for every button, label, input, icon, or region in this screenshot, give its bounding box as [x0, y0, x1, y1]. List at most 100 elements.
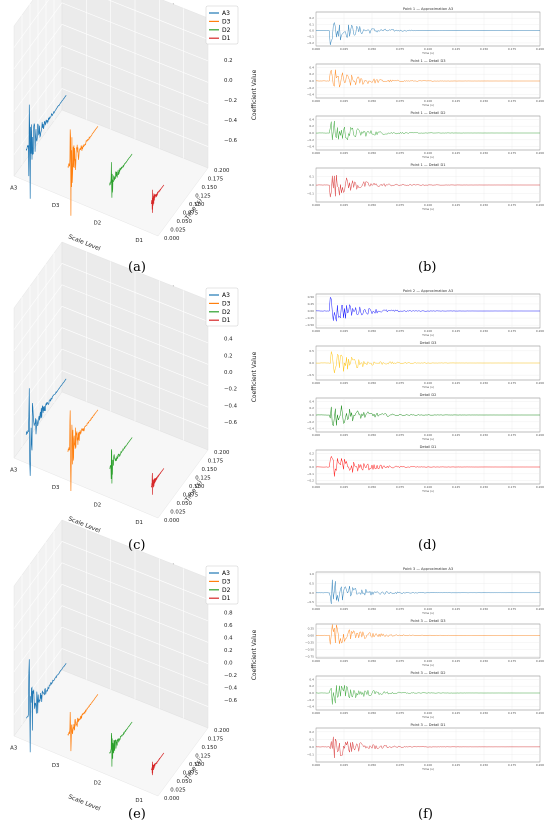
panel-label: (c): [128, 538, 145, 553]
z-tick-label: −0.4: [224, 686, 238, 692]
x-tick-label: 0.050: [368, 329, 376, 333]
time-tick-label: 0.200: [214, 728, 230, 734]
subplot-3: Point 3 — Detail D2 0.4 0.2 0.0 −0.2 −0.4 0.00…: [307, 671, 544, 719]
grid-line: [13, 284, 63, 352]
legend-box: [205, 5, 239, 45]
z-tick-label: 0.0: [224, 661, 233, 667]
x-tick-label: 0.175: [508, 329, 516, 333]
subplot-2: Point 3 — Detail D3 0.25 0.00 −0.25 −0.50 −0.…: [305, 619, 544, 667]
series-line-D1: [151, 184, 165, 213]
z-axis-label: Coefficient Value: [251, 351, 258, 402]
subplot-title: Point 1 — Approximation A3: [403, 7, 453, 11]
z-tick-label: 0.0: [224, 78, 233, 84]
x-tick-label: 0.000: [312, 711, 320, 715]
x-axis-label: Time (s): [421, 611, 434, 615]
x-tick-label: 0.075: [396, 381, 404, 385]
y-tick-label: −0.50: [305, 648, 314, 652]
scale-tick-label: D2: [94, 221, 102, 227]
x-tick-label: 0.050: [368, 47, 376, 51]
subplot-4: Detail D1 0.2 0.1 0.0 −0.1 −0.2 0.000 0.025 0.05…: [307, 445, 544, 493]
y-tick-label: 0.00: [308, 309, 315, 313]
dwt-3d-panel-3: Point 3 — DWT 3D (Time vs Scale)A3D3D2D1…: [10, 519, 258, 813]
x-tick-label: 0.050: [368, 711, 376, 715]
signal-line-yellowD3: [315, 351, 540, 374]
legend-label-D3: D3: [222, 578, 231, 585]
y-tick-label: −0.2: [307, 479, 314, 483]
x-tick-label: 0.050: [368, 485, 376, 489]
y-tick-label: −0.2: [307, 41, 314, 45]
y-tick-label: 0.0: [309, 131, 314, 135]
y-tick-label: −0.50: [305, 323, 314, 327]
subplot-title: Point 3 — Detail D1: [410, 723, 445, 727]
time-tick-label: 0.175: [208, 737, 223, 743]
x-tick-label: 0.000: [312, 203, 320, 207]
signal-line-A3: [315, 21, 540, 46]
grid-line: [13, 584, 63, 651]
series-line-D3: [67, 126, 99, 216]
x-tick-label: 0.050: [368, 659, 376, 663]
y-tick-label: 0.4: [309, 677, 314, 681]
dwt-2d-panel-1: Point 1 — Approximation A3 0.2 0.1 0.0 −0.1 −…: [307, 7, 544, 211]
x-tick-label: 0.175: [508, 607, 516, 611]
time-tick-label: 0.175: [208, 177, 223, 183]
x-tick-label: 0.150: [480, 607, 488, 611]
y-tick-label: 1.0: [309, 572, 314, 576]
subplot-1: Point 3 — Approximation A3 1.0 0.5 0.0 −0.5 0…: [307, 567, 544, 615]
y-tick-label: 0.0: [309, 465, 314, 469]
x-tick-label: 0.175: [508, 659, 516, 663]
legend-label-D1: D1: [222, 317, 231, 324]
y-tick-label: −0.4: [307, 145, 314, 149]
signal-line-blueA3: [315, 296, 540, 322]
grid-line: [13, 626, 63, 694]
grid-line: [61, 306, 209, 365]
x-tick-label: 0.075: [396, 99, 404, 103]
x-tick-label: 0.100: [424, 659, 432, 663]
y-tick-label: 0.5: [309, 349, 314, 353]
x-tick-label: 0.000: [312, 607, 320, 611]
y-tick-label: 0.2: [309, 451, 314, 455]
subplot-3: Point 1 — Detail D2 0.4 0.2 0.0 −0.2 −0.4 0.00…: [307, 111, 544, 159]
x-tick-label: 0.050: [368, 607, 376, 611]
time-tick-label: 0.100: [189, 202, 205, 208]
scale-tick-label: A3: [10, 468, 17, 474]
legend-label-D2: D2: [222, 27, 231, 34]
x-tick-label: 0.200: [536, 329, 544, 333]
series-line-D2: [109, 721, 133, 767]
y-tick-label: −0.4: [307, 705, 314, 709]
grid-line: [61, 327, 209, 386]
panel-label: (b): [418, 260, 436, 275]
legend-label-A3: A3: [222, 10, 230, 17]
x-tick-label: 0.150: [480, 485, 488, 489]
z-tick-label: 0.2: [224, 648, 233, 654]
signal-line-A3: [315, 579, 540, 604]
subplot-title: Point 2 — Approximation A3: [403, 289, 453, 293]
x-tick-label: 0.075: [396, 47, 404, 51]
time-tick-label: 0.200: [214, 168, 230, 174]
y-tick-label: 0.50: [308, 295, 315, 299]
scale-tick-label: D2: [94, 781, 102, 787]
x-tick-label: 0.175: [508, 711, 516, 715]
grid-line: [13, 605, 63, 672]
time-tick-label: 0.075: [183, 211, 198, 217]
x-tick-label: 0.125: [452, 485, 460, 489]
x-tick-label: 0.000: [312, 329, 320, 333]
grid-line: [13, 306, 63, 373]
time-tick-label: 0.075: [183, 493, 198, 499]
y-tick-label: 0.2: [309, 124, 314, 128]
time-tick-label: 0.200: [214, 450, 230, 456]
subplot-1: Point 1 — Approximation A3 0.2 0.1 0.0 −0.1 −…: [307, 7, 544, 55]
x-tick-label: 0.200: [536, 99, 544, 103]
dwt-3d-panel-1: Point 1 — DWT 3D (Time vs Scale)A3D3D2D1…: [10, 0, 258, 253]
time-tick-label: 0.000: [164, 518, 180, 524]
x-tick-label: 0.200: [536, 203, 544, 207]
signal-line-redD1: [315, 455, 540, 477]
subplot-title: Point 3 — Detail D3: [410, 619, 445, 623]
x-tick-label: 0.125: [452, 47, 460, 51]
x-tick-label: 0.100: [424, 47, 432, 51]
x-tick-label: 0.150: [480, 763, 488, 767]
x-axis-label: Scale Level: [67, 793, 101, 812]
x-tick-label: 0.125: [452, 763, 460, 767]
z-tick-label: −0.2: [224, 387, 237, 393]
series-line-A3: [26, 659, 67, 753]
x-tick-label: 0.025: [340, 711, 348, 715]
